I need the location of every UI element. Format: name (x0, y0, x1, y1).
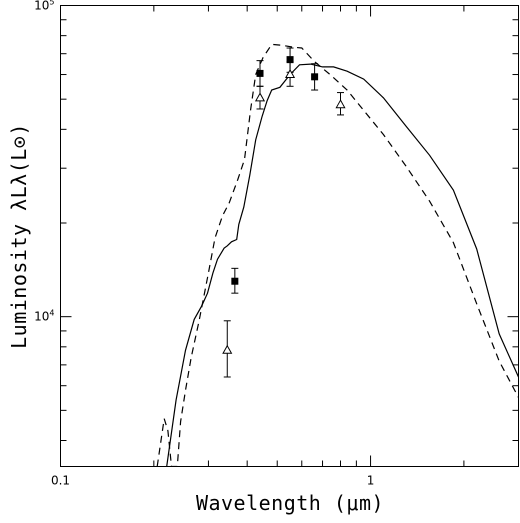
y-tick-label: 104 (34, 309, 54, 324)
tick-labels: 0.1 1 104 105 (34, 0, 374, 488)
open-triangle-marker (222, 344, 233, 354)
plot-frame (60, 5, 519, 467)
axis-ticks (60, 5, 519, 467)
open-triangle-marker (285, 69, 296, 79)
x-axis-label: Wavelength (μm) (196, 491, 384, 515)
filled-square-marker (286, 56, 294, 64)
open-triangle-marker (335, 99, 346, 109)
filled-square-marker (256, 69, 264, 77)
y-tick-label: 105 (34, 0, 54, 13)
dashed-model-curve (156, 43, 519, 467)
open-triangle-marker (254, 92, 266, 102)
y-axis-label: Luminosity λLλ(L⊙) (7, 123, 31, 349)
model-curves (156, 43, 519, 467)
filled-square-marker (311, 73, 319, 81)
x-tick-label: 1 (367, 474, 375, 488)
filled-square-marker (231, 277, 239, 285)
solid-model-curve (166, 63, 519, 467)
data-points (222, 47, 346, 378)
x-tick-label: 0.1 (51, 474, 70, 488)
